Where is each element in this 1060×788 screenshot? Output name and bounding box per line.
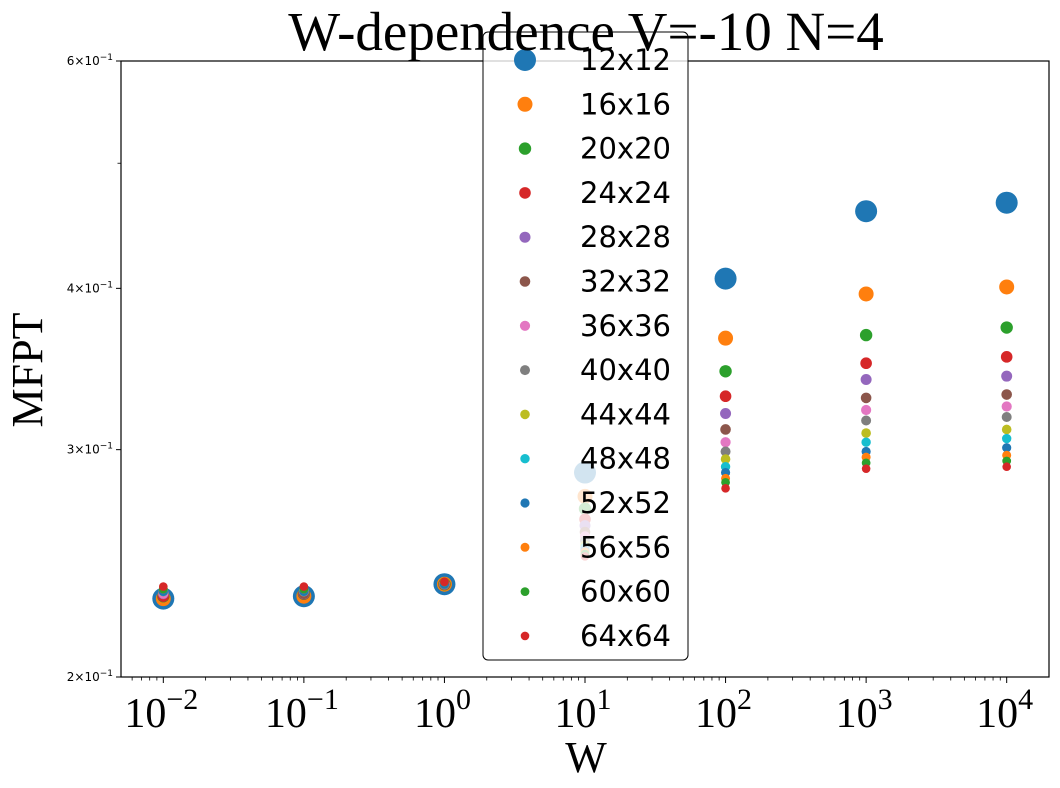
data-point [718, 330, 734, 346]
legend-marker [520, 542, 530, 552]
x-tick-label: 10−2 [124, 683, 198, 737]
data-point [999, 279, 1015, 295]
legend-marker [519, 320, 531, 331]
data-point [720, 424, 731, 435]
y-tick-label: 2×10−1 [67, 669, 113, 684]
data-point [861, 464, 871, 473]
data-point [721, 477, 730, 487]
legend-label: 48x48 [580, 442, 671, 476]
data-point [1001, 411, 1012, 422]
data-point [720, 407, 732, 419]
x-axis-label: W [565, 733, 607, 782]
legend-label: 64x64 [580, 619, 671, 653]
x-tick-label: 103 [836, 683, 893, 737]
data-point [721, 484, 730, 493]
legend-marker [520, 587, 530, 596]
legend-label: 44x44 [580, 397, 671, 431]
legend-label: 24x24 [580, 176, 671, 210]
legend-marker [520, 365, 530, 376]
data-point [720, 454, 731, 464]
x-tick-label: 10−1 [265, 683, 339, 737]
data-point [440, 577, 449, 587]
legend-label: 56x56 [580, 530, 671, 564]
data-point [1000, 321, 1013, 334]
data-point [719, 390, 732, 403]
y-tick-label: 6×10−1 [67, 53, 113, 68]
data-point [861, 428, 871, 438]
legend-frame [482, 31, 689, 661]
data-point [1002, 462, 1011, 472]
legend-marker [519, 276, 531, 287]
legend-marker [518, 142, 532, 155]
data-point [299, 582, 309, 591]
data-point [860, 392, 872, 404]
data-point [1001, 370, 1013, 382]
legend-marker [520, 409, 530, 420]
data-point [861, 415, 872, 426]
data-point [861, 404, 872, 416]
data-point [861, 437, 871, 447]
legend-marker [519, 231, 531, 243]
legend-label: 60x60 [580, 575, 671, 609]
legend-label: 32x32 [580, 265, 671, 299]
legend-label: 12x12 [580, 43, 671, 77]
legend-marker [520, 498, 530, 508]
legend-label: 16x16 [580, 87, 671, 121]
data-point [159, 582, 168, 591]
data-point [1002, 443, 1012, 453]
data-point [1001, 433, 1012, 444]
data-point [1000, 351, 1013, 363]
data-point [860, 357, 872, 370]
axes-layer: 10−2 10−1 100 101 102 103 104 2×10−1 3×10−1 4×10−… [67, 53, 1050, 737]
x-tick-label: 102 [695, 683, 752, 737]
data-point [860, 373, 872, 385]
data-point [995, 191, 1018, 214]
legend-label: 20x20 [580, 132, 671, 166]
legend-label: 28x28 [580, 220, 671, 254]
data-point [859, 328, 873, 342]
data-point [855, 200, 878, 223]
legend-label: 36x36 [580, 309, 671, 343]
data-point [719, 365, 732, 378]
data-point [720, 446, 731, 457]
y-tick-label: 4×10−1 [67, 280, 113, 295]
y-tick-label: 3×10−1 [67, 442, 113, 457]
legend-label: 40x40 [580, 353, 671, 387]
x-tick-label: 101 [555, 683, 612, 737]
data-point [858, 286, 874, 302]
legend-label: 52x52 [580, 486, 671, 520]
chart-title: W-dependence V=-10 N=4 [288, 1, 884, 62]
data-point [1001, 424, 1012, 435]
legend-marker [514, 49, 536, 71]
data-point [1001, 401, 1012, 412]
y-axis-label: MFPT [3, 312, 52, 427]
legend-marker [520, 454, 530, 464]
legend: 12x12 16x16 20x20 24x24 28x28 32x32 36x36 40x40… [482, 31, 689, 661]
data-point [1001, 389, 1012, 400]
data-point [714, 267, 737, 290]
x-tick-label: 100 [414, 683, 471, 737]
data-point [720, 437, 731, 448]
legend-marker [517, 96, 533, 112]
legend-marker [520, 631, 530, 641]
legend-marker [519, 187, 531, 199]
x-tick-label: 104 [976, 683, 1033, 737]
